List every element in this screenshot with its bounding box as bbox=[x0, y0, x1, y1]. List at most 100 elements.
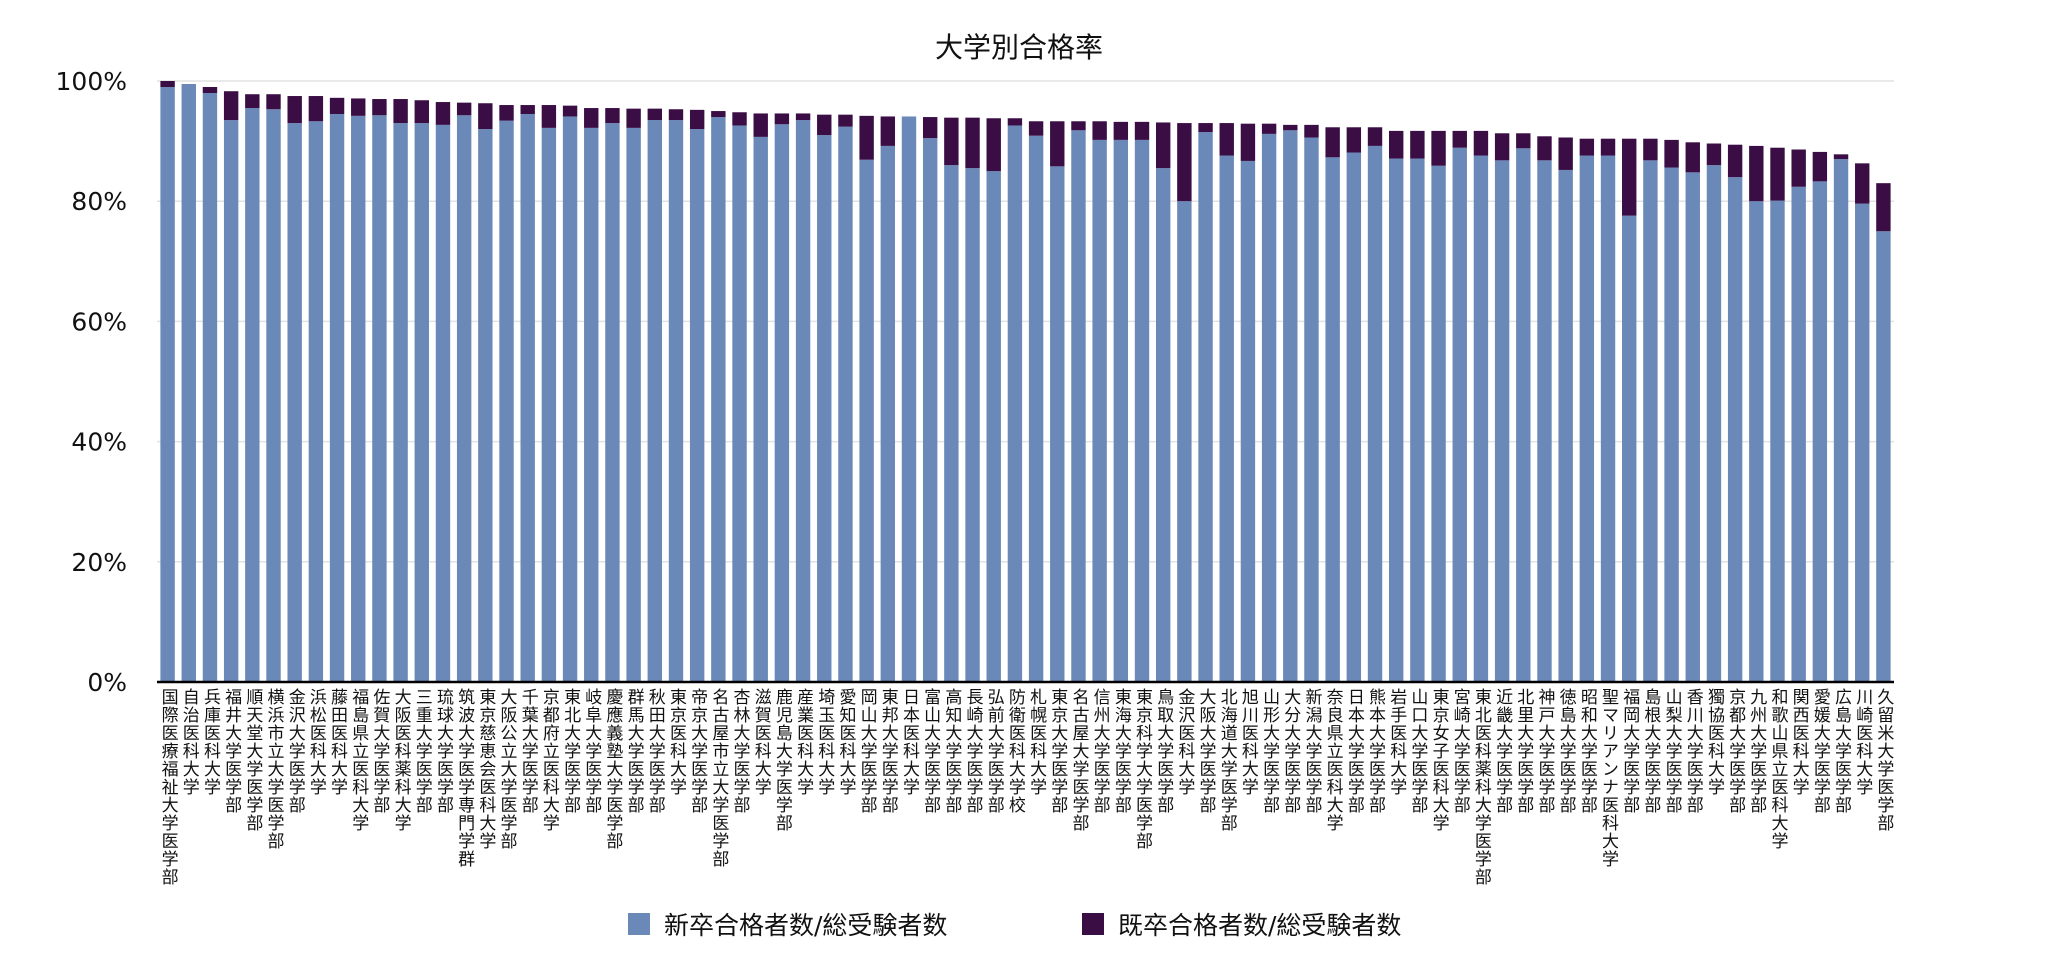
x-tick-label: 札幌医科大学 bbox=[1026, 688, 1047, 796]
bar-new-graduates bbox=[1261, 133, 1277, 682]
bar-new-graduates bbox=[562, 116, 578, 683]
x-tick-label: 順天堂大学医学部 bbox=[242, 688, 263, 832]
x-tick-label: 防衛医科大学校 bbox=[1004, 688, 1025, 814]
bar-previous-graduates bbox=[1600, 138, 1616, 156]
x-tick-label: 東京医科大学 bbox=[665, 688, 686, 796]
bar-new-graduates bbox=[223, 120, 239, 682]
bar-new-graduates bbox=[1367, 145, 1383, 682]
legend-swatch-new bbox=[628, 913, 650, 935]
bar-new-graduates bbox=[202, 93, 218, 682]
bar-new-graduates bbox=[1833, 159, 1849, 682]
x-tick-label: 広島大学医学部 bbox=[1831, 688, 1852, 814]
bar-previous-graduates bbox=[1325, 127, 1340, 158]
bar-new-graduates bbox=[965, 168, 980, 682]
bar-new-graduates bbox=[1579, 155, 1595, 683]
bar-previous-graduates bbox=[541, 105, 557, 128]
legend-item-old: 既卒合格者数/総受験者数 bbox=[1082, 906, 1401, 942]
bar-new-graduates bbox=[1537, 160, 1552, 682]
bar-previous-graduates bbox=[1516, 133, 1531, 149]
bar-new-graduates bbox=[414, 123, 429, 682]
bar-new-graduates bbox=[435, 124, 451, 683]
x-tick-label: 大分大学医学部 bbox=[1280, 688, 1301, 814]
x-tick-label: 滋賀医科大学 bbox=[750, 688, 771, 796]
x-tick-label: 昭和大学医学部 bbox=[1576, 688, 1597, 814]
x-tick-label: 東邦大学医学部 bbox=[877, 688, 898, 814]
bar-new-graduates bbox=[647, 120, 663, 682]
x-tick-label: 神戸大学医学部 bbox=[1534, 688, 1555, 814]
x-tick-label: 東北大学医学部 bbox=[560, 688, 581, 814]
bar-new-graduates bbox=[1770, 200, 1785, 682]
x-tick-label: 帝京大学医学部 bbox=[687, 688, 708, 814]
x-tick-label: 佐賀大学医学部 bbox=[369, 688, 390, 814]
bar-new-graduates bbox=[308, 121, 324, 683]
x-tick-label: 大阪大学医学部 bbox=[1195, 688, 1216, 814]
bar-previous-graduates bbox=[1283, 124, 1298, 131]
bar-previous-graduates bbox=[1071, 121, 1086, 131]
bar-new-graduates bbox=[605, 123, 620, 682]
x-tick-label: 奈良県立医科大学 bbox=[1322, 688, 1343, 832]
bar-new-graduates bbox=[1643, 160, 1658, 682]
x-tick-label: 岐阜大学医学部 bbox=[581, 688, 602, 814]
bar-new-graduates bbox=[372, 115, 387, 682]
x-tick-label: 宮崎大学医学部 bbox=[1449, 688, 1470, 814]
x-tick-label: 川崎医科大学 bbox=[1852, 688, 1873, 796]
legend-label-old: 既卒合格者数/総受験者数 bbox=[1118, 911, 1402, 940]
bar-previous-graduates bbox=[1558, 137, 1573, 170]
bar-previous-graduates bbox=[859, 115, 874, 160]
x-tick-label: 九州大学医学部 bbox=[1746, 688, 1767, 814]
bar-previous-graduates bbox=[478, 103, 493, 130]
legend-swatch-old bbox=[1082, 913, 1104, 935]
x-tick-label: 名古屋大学医学部 bbox=[1068, 688, 1089, 832]
bar-new-graduates bbox=[1727, 177, 1743, 682]
x-tick-label: 京都大学医学部 bbox=[1725, 688, 1746, 814]
bar-new-graduates bbox=[329, 114, 345, 683]
x-tick-label: 山形大学医学部 bbox=[1259, 688, 1280, 814]
bar-previous-graduates bbox=[817, 114, 832, 136]
x-tick-label: 千葉大学医学部 bbox=[517, 688, 538, 814]
bar-previous-graduates bbox=[711, 111, 726, 118]
bar-new-graduates bbox=[181, 84, 196, 682]
x-tick-label: 愛媛大学医学部 bbox=[1809, 688, 1830, 814]
bar-new-graduates bbox=[1812, 181, 1828, 682]
bar-previous-graduates bbox=[456, 102, 472, 116]
y-tick-label: 0% bbox=[87, 668, 127, 697]
bar-previous-graduates bbox=[435, 102, 451, 125]
bar-new-graduates bbox=[753, 136, 768, 682]
legend-item-new: 新卒合格者数/総受験者数 bbox=[628, 906, 947, 942]
x-tick-label: 近畿大学医学部 bbox=[1492, 688, 1513, 814]
bar-new-graduates bbox=[922, 138, 938, 683]
bar-previous-graduates bbox=[245, 94, 260, 109]
bar-new-graduates bbox=[266, 109, 281, 682]
bar-previous-graduates bbox=[1304, 124, 1319, 138]
x-tick-label: 大阪公立大学医学部 bbox=[496, 688, 517, 850]
x-tick-label: 藤田医科大学 bbox=[327, 688, 348, 796]
bar-previous-graduates bbox=[308, 96, 324, 122]
bar-new-graduates bbox=[817, 135, 832, 683]
x-tick-label: 愛知医科大学 bbox=[835, 688, 856, 796]
x-tick-label: 久留米大学医学部 bbox=[1873, 688, 1894, 832]
bar-new-graduates bbox=[1410, 158, 1425, 683]
bar-previous-graduates bbox=[1494, 133, 1510, 161]
bar-new-graduates bbox=[1622, 215, 1637, 682]
bar-previous-graduates bbox=[329, 97, 345, 115]
x-tick-label: 聖マリアンナ医科大学 bbox=[1598, 688, 1619, 868]
bar-new-graduates bbox=[901, 116, 917, 683]
bar-new-graduates bbox=[584, 127, 599, 683]
bar-previous-graduates bbox=[1685, 142, 1700, 173]
bar-previous-graduates bbox=[1134, 121, 1150, 140]
bar-previous-graduates bbox=[626, 108, 641, 128]
bar-previous-graduates bbox=[1410, 130, 1425, 159]
bar-new-graduates bbox=[774, 124, 790, 683]
x-tick-label: 北里大学医学部 bbox=[1513, 688, 1534, 814]
bar-previous-graduates bbox=[393, 99, 408, 124]
bar-previous-graduates bbox=[1028, 121, 1044, 136]
x-tick-label: 鹿児島大学医学部 bbox=[771, 688, 792, 832]
x-tick-label: 名古屋市立大学医学部 bbox=[708, 688, 729, 868]
bar-previous-graduates bbox=[351, 98, 366, 116]
bar-previous-graduates bbox=[922, 117, 938, 139]
x-tick-label: 兵庫医科大学 bbox=[199, 688, 220, 796]
bar-previous-graduates bbox=[1473, 130, 1489, 156]
bar-new-graduates bbox=[1325, 157, 1340, 682]
x-tick-label: 日本大学医学部 bbox=[1343, 688, 1364, 814]
x-tick-label: 高知大学医学部 bbox=[941, 688, 962, 814]
